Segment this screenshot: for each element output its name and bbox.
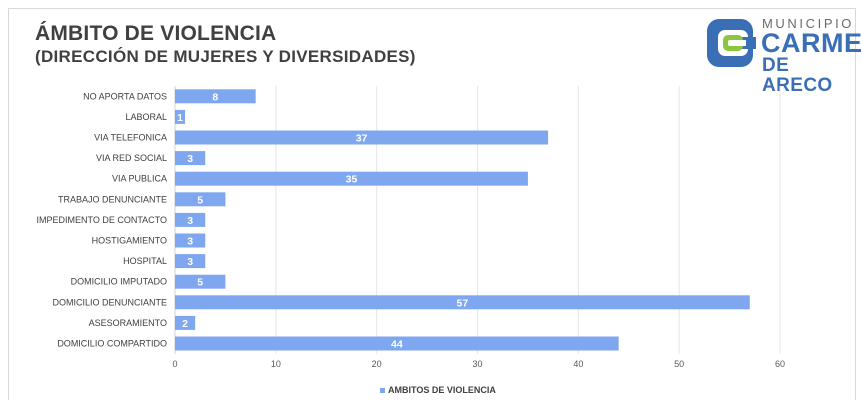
category-label: VIA TELEFONICA	[94, 133, 167, 143]
category-label: LABORAL	[125, 112, 167, 122]
data-label: 37	[356, 133, 368, 145]
title-line-1: ÁMBITO DE VIOLENCIA	[35, 22, 277, 45]
logo-mark-icon	[707, 19, 756, 67]
data-label: 2	[182, 318, 188, 330]
data-label: 3	[187, 236, 193, 248]
category-label: HOSTIGAMIENTO	[92, 236, 167, 246]
category-label: HOSPITAL	[123, 256, 167, 266]
category-label: ASESORAMIENTO	[89, 318, 167, 328]
x-tick-label: 50	[674, 359, 684, 369]
legend-swatch	[380, 387, 385, 393]
data-label: 8	[212, 91, 218, 103]
category-label: DOMICILIO IMPUTADO	[71, 277, 167, 287]
data-label: 5	[197, 277, 203, 289]
logo-municipio-text: MUNICIPIO	[762, 16, 855, 31]
logo-carmen-text: CARMEN	[761, 28, 862, 58]
bar	[175, 295, 750, 310]
category-label: TRABAJO DENUNCIANTE	[58, 194, 167, 204]
category-label: VIA RED SOCIAL	[96, 153, 167, 163]
data-label: 3	[187, 215, 193, 227]
x-tick-label: 20	[372, 359, 382, 369]
chart-title: ÁMBITO DE VIOLENCIA (DIRECCIÓN DE MUJERE…	[35, 22, 416, 68]
x-tick-label: 40	[573, 359, 583, 369]
bar	[175, 151, 206, 166]
data-label: 3	[187, 256, 193, 268]
bar	[175, 192, 226, 207]
category-label: DOMICILIO COMPARTIDO	[57, 339, 167, 349]
data-label: 1	[177, 112, 183, 124]
category-label: VIA PUBLICA	[112, 174, 167, 184]
bar	[175, 89, 256, 104]
data-label: 57	[457, 297, 469, 309]
x-tick-label: 0	[172, 359, 177, 369]
legend-label: AMBITOS DE VIOLENCIA	[388, 385, 496, 395]
bar	[175, 315, 196, 330]
municipio-logo: MUNICIPIO CARMEN DE ARECO	[706, 14, 862, 96]
x-tick-label: 30	[472, 359, 482, 369]
bar	[175, 336, 619, 351]
x-tick-label: 60	[775, 359, 785, 369]
data-label: 44	[391, 339, 403, 351]
bar	[175, 212, 206, 227]
category-label: IMPEDIMENTO DE CONTACTO	[36, 215, 167, 225]
title-line-2: (DIRECCIÓN DE MUJERES Y DIVERSIDADES)	[35, 47, 416, 66]
bar	[175, 233, 206, 248]
data-label: 3	[187, 153, 193, 165]
x-tick-label: 10	[271, 359, 281, 369]
data-label: 5	[197, 194, 203, 206]
bar	[175, 254, 206, 269]
bar	[175, 274, 226, 289]
chart-legend: AMBITOS DE VIOLENCIA	[380, 385, 496, 395]
chart-frame	[8, 8, 856, 400]
data-label: 35	[346, 174, 358, 186]
bar	[175, 130, 549, 145]
bar	[175, 171, 528, 186]
category-label: NO APORTA DATOS	[83, 91, 167, 101]
category-label: DOMICILIO DENUNCIANTE	[52, 297, 167, 307]
bar	[175, 109, 186, 124]
